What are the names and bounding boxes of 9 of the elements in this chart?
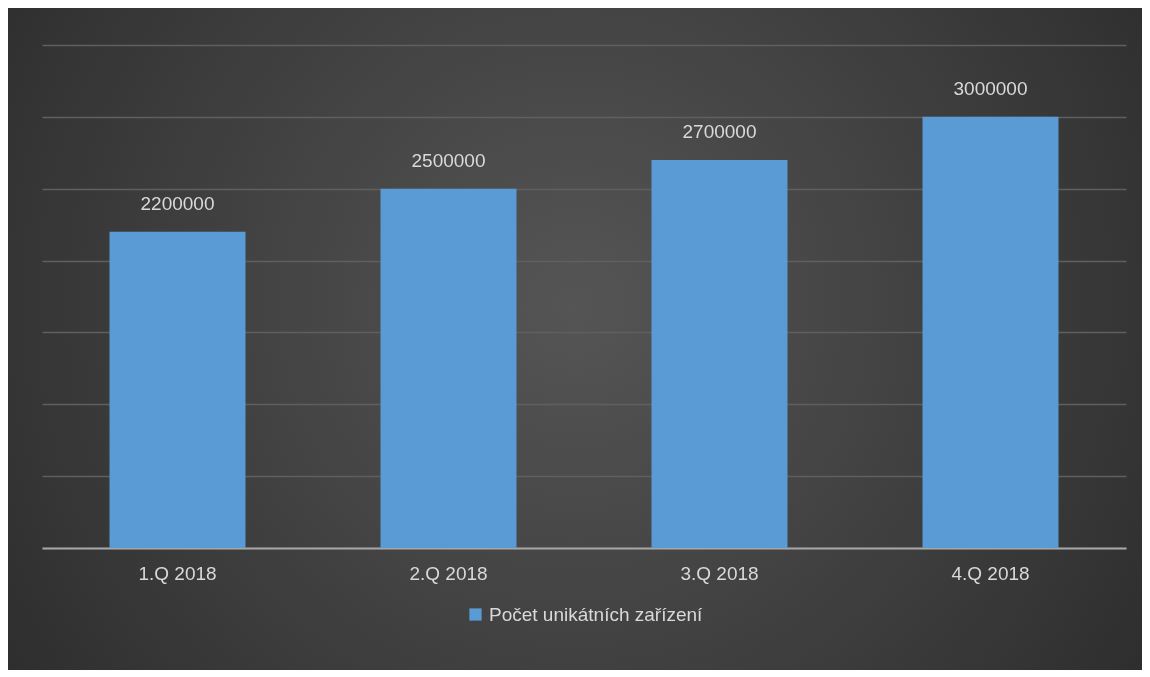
x-tick-label: 1.Q 2018 [138,562,217,584]
x-tick-label: 2.Q 2018 [409,562,488,584]
x-tick-label: 4.Q 2018 [951,562,1030,584]
data-label: 2700000 [682,120,757,142]
x-tick-label: 3.Q 2018 [680,562,759,584]
legend-label: Počet unikátních zařízení [489,603,704,625]
data-label: 2500000 [411,149,486,171]
data-label: 2200000 [140,192,215,214]
data-label: 3000000 [953,77,1028,99]
